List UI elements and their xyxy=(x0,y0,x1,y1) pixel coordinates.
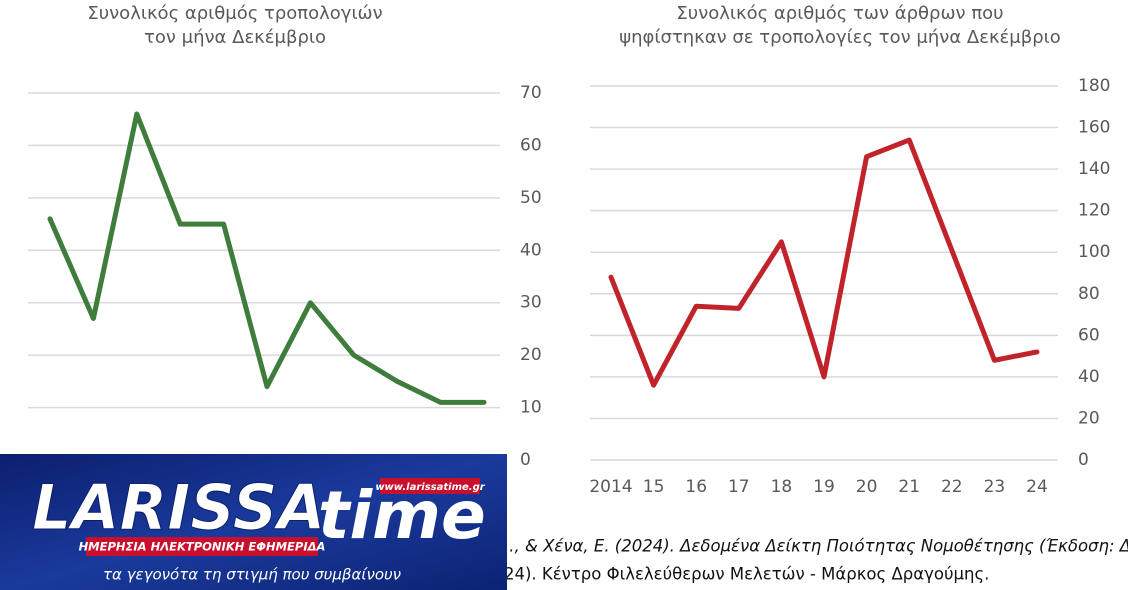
x-tick-label: 15 xyxy=(643,477,665,497)
y-tick-label: 40 xyxy=(1078,367,1100,387)
y-tick-label: 80 xyxy=(1078,284,1100,304)
y-tick-label: 160 xyxy=(1078,118,1110,138)
citation-line: .., & Χένα, Ε. (2024). Δεδομένα Δείκτη Π… xyxy=(504,537,1128,556)
x-tick-label: 18 xyxy=(771,477,793,497)
y-tick-label: 50 xyxy=(520,188,542,208)
y-tick-label: 120 xyxy=(1078,201,1110,221)
logo-word-time: time xyxy=(318,477,486,554)
y-tick-label: 100 xyxy=(1078,242,1110,262)
logo-word: LARISSA xyxy=(32,471,325,544)
y-tick-label: 30 xyxy=(520,293,542,313)
logo-subtitle: ΗΜΕΡΗΣΙΑ ΗΛΕΚΤΡΟΝΙΚΗ ΕΦΗΜΕΡΙΔΑ xyxy=(79,540,326,554)
y-tick-label: 10 xyxy=(520,398,542,418)
x-tick-label: 19 xyxy=(813,477,835,497)
y-tick-label: 40 xyxy=(520,240,542,260)
logo-url-box xyxy=(380,478,480,494)
y-tick-label: 70 xyxy=(520,83,542,103)
logo-tagline: τα γεγονότα τη στιγμή που συμβαίνουν xyxy=(103,566,401,584)
y-tick-label: 60 xyxy=(1078,325,1100,345)
data-line xyxy=(608,137,1040,388)
y-tick-label: 180 xyxy=(1078,76,1110,96)
y-tick-label: 140 xyxy=(1078,159,1110,179)
x-tick-label: 23 xyxy=(984,477,1006,497)
chart-title: Συνολικός αριθμός των άρθρων που xyxy=(676,3,1003,24)
charts: Συνολικός αριθμός τροπολογιών τον μήνα Δε… xyxy=(28,3,1110,497)
y-tick-label: 60 xyxy=(520,135,542,155)
chart-title: Συνολικός αριθμός τροπολογιών xyxy=(87,3,382,24)
logo: www.larissatime.gr LARISSA time ΗΜΕΡΗΣΙΑ… xyxy=(0,454,507,590)
y-tick-label: 0 xyxy=(1078,450,1089,470)
chart-title: τον μήνα Δεκέμβριο xyxy=(144,27,326,48)
x-tick-label: 24 xyxy=(1026,477,1048,497)
y-tick-label: 20 xyxy=(1078,408,1100,428)
logo-url: www.larissatime.gr xyxy=(375,482,485,493)
x-tick-label: 22 xyxy=(941,477,963,497)
y-tick-label: 0 xyxy=(520,450,531,470)
data-line xyxy=(47,111,487,405)
x-tick-label: 17 xyxy=(728,477,750,497)
x-tick-label: 16 xyxy=(685,477,707,497)
chart-title: ψηφίστηκαν σε τροπολογίες τον μήνα Δεκέμ… xyxy=(619,27,1061,48)
x-tick-label: 20 xyxy=(856,477,878,497)
logo-banner xyxy=(86,537,318,556)
citation-line: 24). Κέντρο Φιλελεύθερων Μελετών - Μάρκο… xyxy=(504,565,989,584)
x-tick-label: 21 xyxy=(898,477,920,497)
y-tick-label: 20 xyxy=(520,345,542,365)
x-tick-label: 2014 xyxy=(589,477,632,497)
logo-background xyxy=(0,454,507,590)
